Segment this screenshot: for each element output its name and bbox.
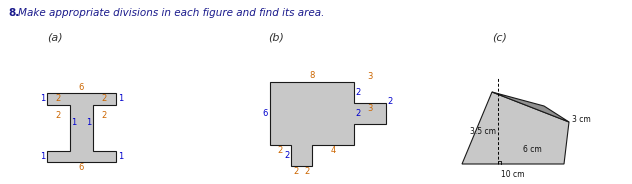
- Text: 2: 2: [102, 112, 107, 121]
- Text: 3: 3: [367, 72, 372, 81]
- Text: 4: 4: [331, 146, 336, 155]
- Polygon shape: [270, 82, 386, 166]
- Text: (a): (a): [47, 32, 63, 42]
- Text: 2: 2: [355, 109, 360, 118]
- Text: 2: 2: [102, 94, 107, 103]
- Text: 6: 6: [79, 82, 84, 91]
- Text: 2: 2: [294, 167, 299, 176]
- Text: 1: 1: [40, 152, 45, 161]
- Text: 3: 3: [367, 104, 372, 113]
- Text: 2: 2: [355, 88, 360, 97]
- Text: (b): (b): [268, 32, 284, 42]
- Text: 2: 2: [56, 94, 61, 103]
- Text: 1: 1: [118, 152, 123, 161]
- Text: 1: 1: [118, 94, 123, 103]
- Text: 1: 1: [71, 118, 76, 127]
- Text: 2: 2: [304, 167, 310, 176]
- Text: Make appropriate divisions in each figure and find its area.: Make appropriate divisions in each figur…: [18, 8, 324, 18]
- Text: 2: 2: [278, 146, 283, 155]
- Text: 6: 6: [263, 109, 268, 118]
- Text: 3 cm: 3 cm: [572, 114, 591, 123]
- Text: 2: 2: [387, 96, 392, 105]
- Text: 3.5 cm: 3.5 cm: [470, 128, 495, 137]
- Text: (c): (c): [492, 32, 507, 42]
- Polygon shape: [492, 92, 569, 122]
- Text: 8.: 8.: [8, 8, 19, 18]
- Text: 6: 6: [79, 164, 84, 173]
- Text: 2: 2: [285, 151, 290, 160]
- Text: 1: 1: [86, 118, 92, 127]
- Text: 10 cm: 10 cm: [501, 170, 525, 179]
- Polygon shape: [47, 93, 116, 162]
- Text: 6 cm: 6 cm: [523, 146, 542, 155]
- Polygon shape: [462, 92, 569, 164]
- Text: 8: 8: [309, 71, 315, 80]
- Text: 2: 2: [56, 112, 61, 121]
- Text: 1: 1: [40, 94, 45, 103]
